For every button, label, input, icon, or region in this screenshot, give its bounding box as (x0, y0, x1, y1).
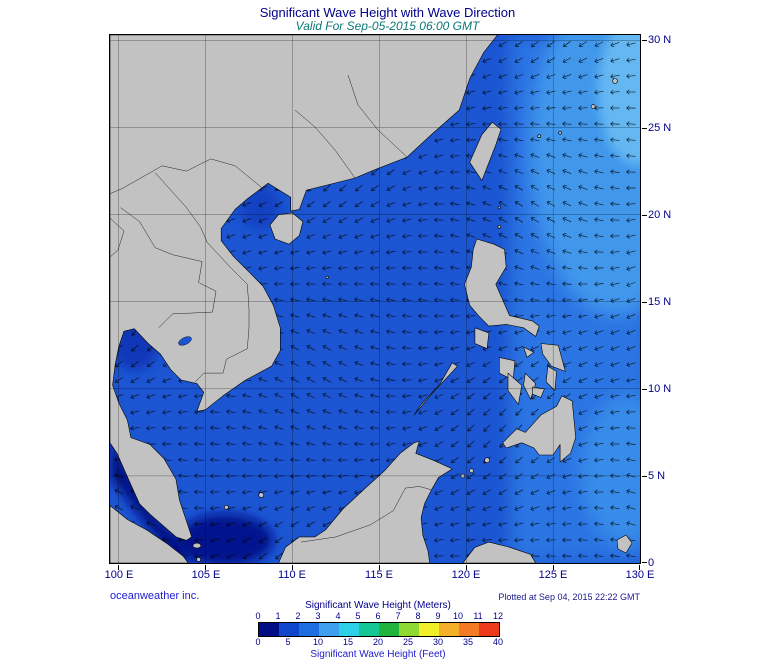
colorbar-feet-tick: 40 (492, 637, 503, 647)
lat-label-20n: 20 N (648, 209, 672, 221)
small-island (224, 504, 229, 510)
colorbar-feet-tick: 25 (402, 637, 413, 647)
colorbar-meters-tick: 8 (415, 611, 421, 621)
lat-label-15n: 15 N (648, 296, 672, 308)
colorbar-meters-tick: 9 (435, 611, 441, 621)
colorbar-feet-tick: 0 (255, 637, 261, 647)
colorbar-feet-tick: 15 (342, 637, 353, 647)
colorbar-meters-tick: 5 (355, 611, 361, 621)
island-hainan (269, 212, 304, 245)
colorbar-meters-tick: 0 (255, 611, 261, 621)
lon-label-115e: 115 E (365, 569, 393, 581)
small-island (497, 225, 502, 229)
island-masbate (523, 346, 535, 358)
lon-label-125e: 125 E (538, 569, 568, 581)
page-subtitle: Valid For Sep-05-2015 06:00 GMT (295, 19, 480, 33)
small-island (497, 206, 501, 210)
border-line (120, 207, 217, 328)
map-canvas (109, 34, 641, 564)
colorbar-feet-tick: 20 (372, 637, 383, 647)
island-sumatra (110, 505, 189, 563)
grid-lines (110, 35, 640, 563)
lat-label-0: 0 (648, 557, 655, 569)
island-mindoro (474, 327, 490, 350)
small-island (325, 275, 329, 279)
small-island (192, 542, 202, 549)
lat-label-10n: 10 N (648, 383, 672, 395)
border-line (301, 486, 432, 543)
credit-text: oceanweather inc. (110, 590, 200, 602)
colorbar-title-feet: Significant Wave Height (Feet) (310, 649, 446, 660)
colorbar-gradient (258, 622, 500, 637)
lat-label-5n: 5 N (648, 470, 666, 482)
border-line (155, 172, 250, 383)
border-line (110, 158, 264, 194)
plotted-timestamp: Plotted at Sep 04, 2015 22:22 GMT (498, 592, 640, 602)
small-island (612, 78, 618, 84)
colorbar-feet-tick: 5 (285, 637, 291, 647)
small-island (590, 104, 596, 109)
colorbar-feet-tick: 30 (432, 637, 443, 647)
border-line (294, 109, 356, 179)
colorbar-meters-tick: 12 (492, 611, 503, 621)
lon-label-100e: 100 E (104, 569, 134, 581)
colorbar-meters-tick: 4 (335, 611, 341, 621)
colorbar-meters-tick: 1 (275, 611, 281, 621)
island-sulawesi (462, 541, 537, 563)
land-mainland-asia (110, 35, 498, 541)
lon-label-130e: 130 E (625, 569, 655, 581)
lake-tonle-sap (178, 336, 192, 346)
border-line (347, 74, 408, 158)
island-luzon (464, 238, 540, 337)
small-island (258, 492, 264, 498)
karimata-calm-water (177, 514, 273, 563)
lon-label-110e: 110 E (278, 569, 306, 581)
colorbar-meters-tick: 6 (375, 611, 381, 621)
colorbar-title-meters: Significant Wave Height (Meters) (305, 600, 451, 611)
border-line (110, 217, 125, 258)
small-island (484, 457, 490, 464)
small-island (537, 134, 542, 138)
small-island (196, 557, 201, 562)
lat-label-30n: 30 N (648, 34, 672, 46)
map-svg (110, 35, 640, 563)
small-island (469, 468, 474, 474)
island-halmahera (616, 534, 633, 554)
island-borneo (278, 440, 453, 563)
colorbar-feet-tick: 35 (462, 637, 473, 647)
colorbar-feet-tick: 10 (312, 637, 323, 647)
malacca-strait-calm-water (110, 435, 198, 559)
colorbar-meters-tick: 11 (473, 611, 483, 621)
colorbar-meters-tick: 3 (315, 611, 321, 621)
lat-label-25n: 25 N (648, 122, 672, 134)
colorbar-meters-tick: 7 (395, 611, 401, 621)
lon-label-120e: 120 E (451, 569, 481, 581)
colorbar-meters-tick: 10 (452, 611, 463, 621)
island-mindanao (502, 395, 577, 463)
lon-label-105e: 105 E (191, 569, 221, 581)
island-taiwan (469, 122, 502, 181)
page-title: Significant Wave Height with Wave Direct… (259, 5, 516, 20)
colorbar-meters-tick: 2 (295, 611, 301, 621)
island-bohol (531, 386, 545, 398)
small-island (558, 130, 562, 135)
country-borders (110, 74, 432, 543)
island-leyte (545, 365, 557, 391)
top-right-lightest-water (598, 35, 640, 165)
